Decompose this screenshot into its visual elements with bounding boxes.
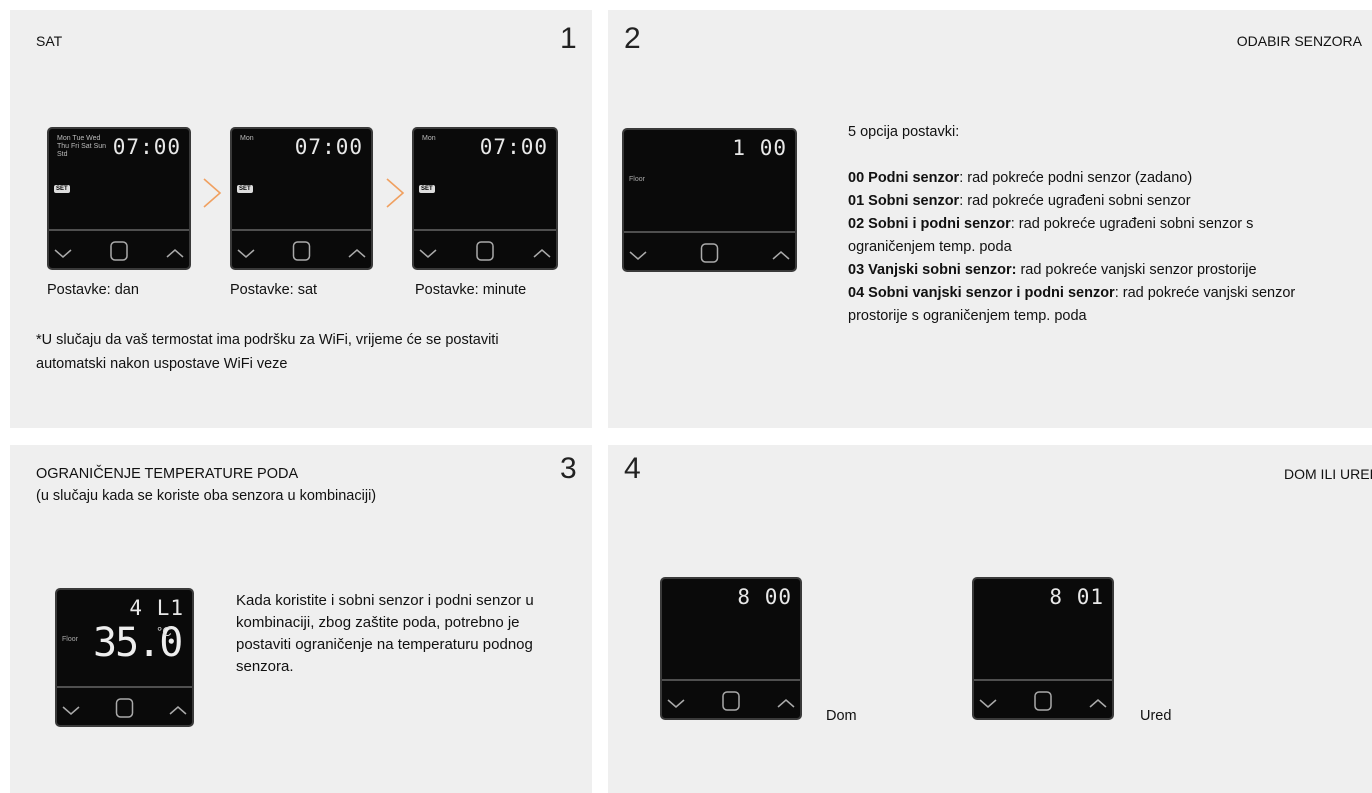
- button-bar: [662, 674, 800, 718]
- button-icon: [668, 700, 684, 707]
- button-icon: [167, 250, 183, 257]
- panel-title: OGRANIČENJE TEMPERATURE PODA: [36, 466, 298, 482]
- button-icon: [111, 242, 127, 260]
- option-name: 03 Vanjski sobni senzor:: [848, 262, 1016, 278]
- button-icon: [534, 250, 550, 257]
- panel-title: DOM ILI URED: [1284, 466, 1372, 482]
- option-text: rad pokreće vanjski senzor prostorije: [1016, 262, 1256, 278]
- button-icon: [170, 707, 186, 714]
- arrow: [383, 176, 407, 210]
- button-icon: [723, 692, 739, 710]
- option-name: 04 Sobni vanjski senzor i podni senzor: [848, 285, 1115, 301]
- panel-number: 1: [560, 22, 577, 56]
- button-icon: [630, 252, 646, 259]
- button-bar: [49, 224, 189, 268]
- caption: Postavke: minute: [415, 279, 526, 302]
- thermostat: 8 00: [660, 577, 802, 720]
- option-text: : rad pokreće ugrađeni sobni senzor: [959, 193, 1190, 209]
- display-label: Floor: [629, 176, 645, 183]
- thermostat: Mon Tue Wed Thu Fri Sat Sun Std 07:00 SE…: [47, 127, 191, 270]
- display-time: 07:00: [295, 135, 363, 159]
- button-icon: [778, 700, 794, 707]
- button-icon: [349, 250, 365, 257]
- button-icon: [1035, 692, 1051, 710]
- option-name: 02 Sobni i podni senzor: [848, 216, 1011, 232]
- thermostat: 4 L1 Floor 35.0 °C: [55, 588, 194, 727]
- panel-number: 3: [560, 452, 577, 486]
- display-tag: SET: [419, 185, 435, 193]
- panel-number: 4: [624, 452, 641, 486]
- description: Kada koristite i sobni senzor i podni se…: [236, 590, 536, 678]
- button-icon: [55, 250, 71, 257]
- button-bar: [414, 224, 556, 268]
- button-icon: [420, 250, 436, 257]
- option-name: 00 Podni senzor: [848, 170, 959, 186]
- button-bar: [624, 226, 795, 270]
- option-text: : rad pokreće podni senzor (zadano): [959, 170, 1192, 186]
- display-code: 1 00: [732, 136, 787, 160]
- button-icon: [294, 242, 310, 260]
- button-icon: [117, 699, 133, 717]
- button-bar: [232, 224, 371, 268]
- caption: Postavke: sat: [230, 279, 317, 302]
- button-icon: [702, 244, 718, 262]
- arrow: [200, 176, 224, 210]
- thermostat: Mon 07:00 SET: [412, 127, 558, 270]
- display-code: 8 01: [1049, 585, 1104, 609]
- option-name: 01 Sobni senzor: [848, 193, 959, 209]
- button-icon: [773, 252, 789, 259]
- panel-title: SAT: [36, 33, 62, 49]
- caption: Ured: [1140, 705, 1171, 728]
- thermostat: 1 00 Floor: [622, 128, 797, 272]
- display-days: Mon: [240, 135, 296, 143]
- display-code: 8 00: [737, 585, 792, 609]
- intro: 5 opcija postavki:: [848, 121, 1323, 144]
- button-icon: [63, 707, 79, 714]
- display-tag: SET: [237, 185, 253, 193]
- display-unit: °C: [157, 624, 172, 639]
- display-days: Mon Tue Wed Thu Fri Sat Sun Std: [57, 135, 113, 159]
- display-time: 07:00: [113, 135, 181, 159]
- thermostat: 8 01: [972, 577, 1114, 720]
- display-code: 4 L1: [129, 596, 184, 620]
- page: SAT 1 Mon Tue Wed Thu Fri Sat Sun Std 07…: [0, 0, 1372, 793]
- panel-number: 2: [624, 22, 641, 56]
- button-bar: [974, 674, 1112, 718]
- options: 5 opcija postavki: 00 Podni senzor: rad …: [848, 121, 1323, 328]
- button-icon: [477, 242, 493, 260]
- display-label: Floor: [62, 636, 78, 643]
- display-days: Mon: [422, 135, 478, 143]
- button-icon: [1090, 700, 1106, 707]
- display-time: 07:00: [480, 135, 548, 159]
- caption: Postavke: dan: [47, 279, 139, 302]
- caption: Dom: [826, 705, 857, 728]
- button-icon: [238, 250, 254, 257]
- display-tag: SET: [54, 185, 70, 193]
- note: *U slučaju da vaš termostat ima podršku …: [36, 328, 566, 376]
- panel-subtitle: (u slučaju kada se koriste oba senzora u…: [36, 488, 376, 504]
- button-bar: [57, 681, 192, 725]
- thermostat: Mon 07:00 SET: [230, 127, 373, 270]
- panel-title: ODABIR SENZORA: [1237, 33, 1362, 49]
- button-icon: [980, 700, 996, 707]
